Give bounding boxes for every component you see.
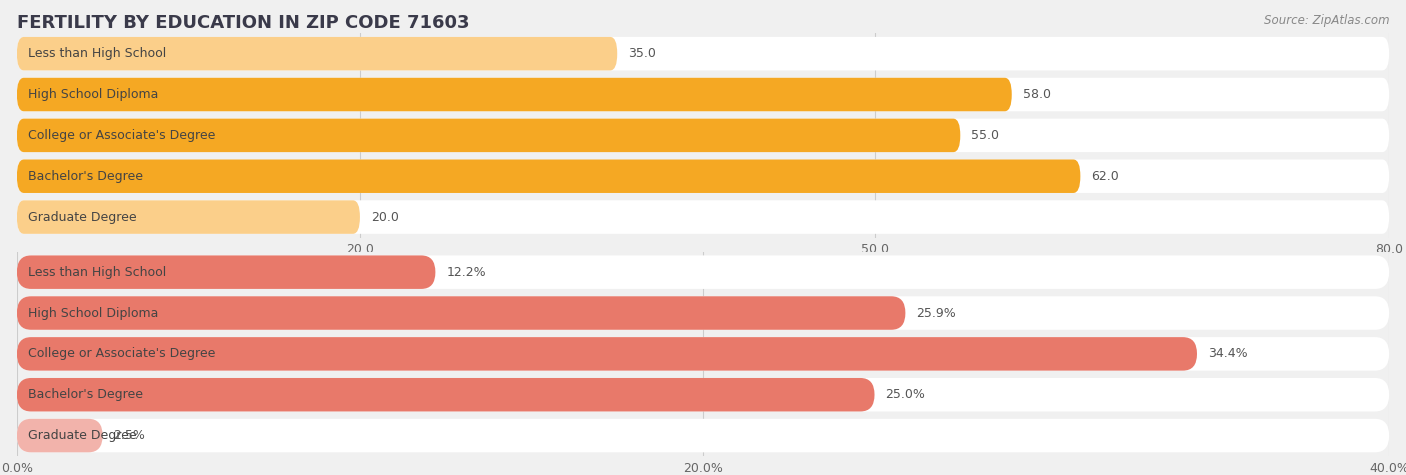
FancyBboxPatch shape xyxy=(17,337,1389,370)
FancyBboxPatch shape xyxy=(17,337,1197,370)
FancyBboxPatch shape xyxy=(17,37,617,70)
Text: Source: ZipAtlas.com: Source: ZipAtlas.com xyxy=(1264,14,1389,27)
Text: College or Associate's Degree: College or Associate's Degree xyxy=(28,129,215,142)
FancyBboxPatch shape xyxy=(17,119,960,152)
Text: 25.9%: 25.9% xyxy=(917,306,956,320)
FancyBboxPatch shape xyxy=(17,419,103,452)
FancyBboxPatch shape xyxy=(17,200,1389,234)
FancyBboxPatch shape xyxy=(17,256,436,289)
FancyBboxPatch shape xyxy=(17,160,1389,193)
Text: 20.0: 20.0 xyxy=(371,210,399,224)
FancyBboxPatch shape xyxy=(17,78,1389,111)
Text: FERTILITY BY EDUCATION IN ZIP CODE 71603: FERTILITY BY EDUCATION IN ZIP CODE 71603 xyxy=(17,14,470,32)
FancyBboxPatch shape xyxy=(17,37,1389,70)
Text: Bachelor's Degree: Bachelor's Degree xyxy=(28,388,143,401)
Text: 62.0: 62.0 xyxy=(1091,170,1119,183)
FancyBboxPatch shape xyxy=(17,119,1389,152)
Text: College or Associate's Degree: College or Associate's Degree xyxy=(28,347,215,361)
FancyBboxPatch shape xyxy=(17,296,905,330)
Text: Less than High School: Less than High School xyxy=(28,47,166,60)
FancyBboxPatch shape xyxy=(17,378,875,411)
Text: 25.0%: 25.0% xyxy=(886,388,925,401)
FancyBboxPatch shape xyxy=(17,200,360,234)
FancyBboxPatch shape xyxy=(17,296,1389,330)
Text: 35.0: 35.0 xyxy=(628,47,657,60)
FancyBboxPatch shape xyxy=(17,160,1080,193)
FancyBboxPatch shape xyxy=(17,78,1012,111)
FancyBboxPatch shape xyxy=(17,256,1389,289)
Text: Bachelor's Degree: Bachelor's Degree xyxy=(28,170,143,183)
FancyBboxPatch shape xyxy=(17,419,1389,452)
Text: Graduate Degree: Graduate Degree xyxy=(28,210,136,224)
Text: Graduate Degree: Graduate Degree xyxy=(28,429,136,442)
Text: High School Diploma: High School Diploma xyxy=(28,88,159,101)
Text: Less than High School: Less than High School xyxy=(28,266,166,279)
Text: High School Diploma: High School Diploma xyxy=(28,306,159,320)
Text: 12.2%: 12.2% xyxy=(446,266,486,279)
Text: 2.5%: 2.5% xyxy=(114,429,145,442)
Text: 58.0: 58.0 xyxy=(1022,88,1050,101)
FancyBboxPatch shape xyxy=(17,378,1389,411)
Text: 34.4%: 34.4% xyxy=(1208,347,1247,361)
Text: 55.0: 55.0 xyxy=(972,129,1000,142)
